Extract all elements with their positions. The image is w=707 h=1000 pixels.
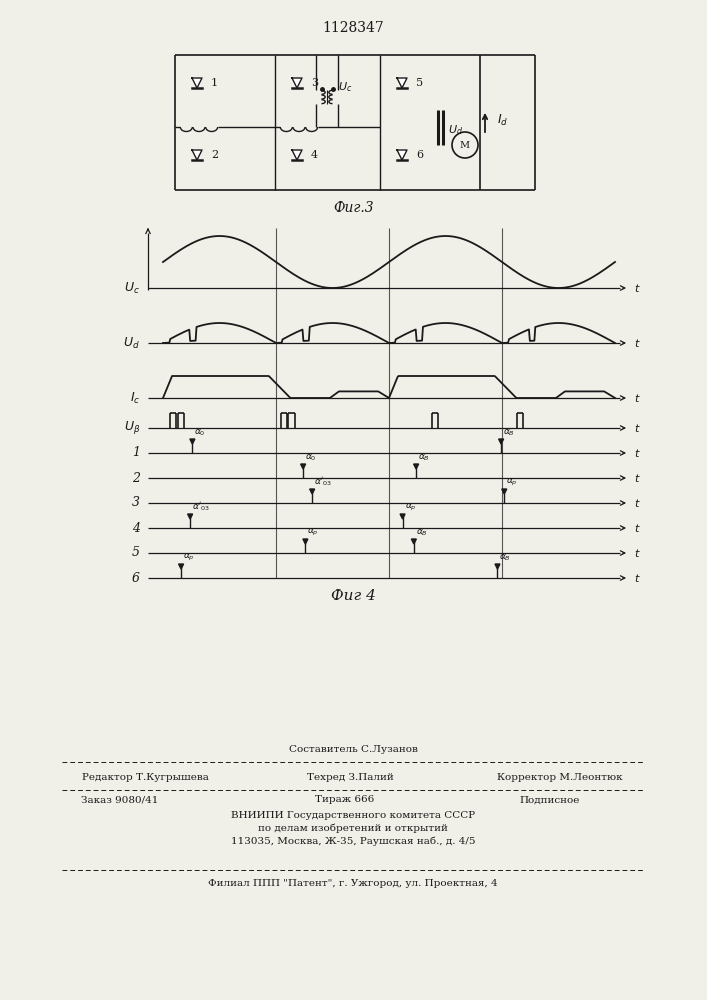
Text: 2: 2 [211,150,218,160]
Polygon shape [502,489,507,494]
Text: Корректор М.Леонтюк: Корректор М.Леонтюк [497,772,623,782]
Text: 3: 3 [311,78,318,88]
Text: 6: 6 [132,572,140,584]
Text: Техред З.Палий: Техред З.Палий [307,772,393,782]
Text: Заказ 9080/41: Заказ 9080/41 [81,796,158,804]
Text: 6: 6 [416,150,423,160]
Text: 1: 1 [132,446,140,460]
Polygon shape [292,150,302,160]
Polygon shape [192,78,202,88]
Text: $t$: $t$ [633,422,641,434]
Polygon shape [303,539,308,544]
Text: 5: 5 [132,546,140,560]
Text: $U_c$: $U_c$ [338,80,352,94]
Text: $t$: $t$ [633,337,641,349]
Text: $\alpha_0$: $\alpha_0$ [194,428,206,438]
Polygon shape [179,564,184,569]
Text: по делам изобретений и открытий: по делам изобретений и открытий [258,823,448,833]
Text: Составитель С.Лузанов: Составитель С.Лузанов [288,744,417,754]
Text: $\alpha'_{03}$: $\alpha'_{03}$ [192,500,210,513]
Text: $U_c$: $U_c$ [124,280,140,296]
Text: 3: 3 [132,496,140,510]
Text: $\alpha'_{03}$: $\alpha'_{03}$ [314,476,332,488]
Text: 2: 2 [132,472,140,485]
Text: Подписное: Подписное [520,796,580,804]
Polygon shape [192,150,202,160]
Polygon shape [310,489,315,494]
Text: Редактор Т.Кугрышева: Редактор Т.Кугрышева [81,772,209,782]
Text: $\alpha_p$: $\alpha_p$ [506,477,518,488]
Text: $t$: $t$ [633,447,641,459]
Text: M: M [460,140,470,149]
Polygon shape [411,539,416,544]
Polygon shape [187,514,192,519]
Text: $U_d$: $U_d$ [448,123,464,137]
Text: $t$: $t$ [633,282,641,294]
Text: 113035, Москва, Ж-35, Раушская наб., д. 4/5: 113035, Москва, Ж-35, Раушская наб., д. … [230,836,475,846]
Text: $\alpha_0$: $\alpha_0$ [305,452,317,463]
Text: 5: 5 [416,78,423,88]
Text: $t$: $t$ [633,472,641,484]
Text: 1: 1 [211,78,218,88]
Text: ВНИИПИ Государственного комитета СССР: ВНИИПИ Государственного комитета СССР [231,810,475,820]
Polygon shape [292,78,302,88]
Text: $I_c$: $I_c$ [129,390,140,406]
Text: Тираж 666: Тираж 666 [315,796,375,804]
Text: $U_{\beta}$: $U_{\beta}$ [124,420,140,436]
Text: $\alpha_p$: $\alpha_p$ [404,502,416,513]
Text: $t$: $t$ [633,572,641,584]
Text: Фиг.3: Фиг.3 [334,201,374,215]
Text: $\alpha_B$: $\alpha_B$ [418,452,430,463]
Text: $t$: $t$ [633,392,641,404]
Text: Фиг 4: Фиг 4 [331,589,375,603]
Text: $I_d$: $I_d$ [497,112,508,128]
Text: $t$: $t$ [633,522,641,534]
Text: $\alpha_B$: $\alpha_B$ [503,428,515,438]
Text: $t$: $t$ [633,547,641,559]
Text: $t$: $t$ [633,497,641,509]
Text: 1128347: 1128347 [322,21,384,35]
Polygon shape [498,439,503,444]
Polygon shape [190,439,195,444]
Text: Филиал ППП "Патент", г. Ужгород, ул. Проектная, 4: Филиал ППП "Патент", г. Ужгород, ул. Про… [208,880,498,888]
Text: $U_d$: $U_d$ [123,335,140,351]
Polygon shape [300,464,305,469]
Text: 4: 4 [311,150,318,160]
Text: 4: 4 [132,522,140,534]
Polygon shape [400,514,405,519]
Text: $\alpha_p$: $\alpha_p$ [308,527,319,538]
Text: $\alpha_B$: $\alpha_B$ [416,528,428,538]
Polygon shape [397,150,407,160]
Polygon shape [495,564,500,569]
Polygon shape [397,78,407,88]
Text: $\alpha_p$: $\alpha_p$ [183,552,194,563]
Polygon shape [414,464,419,469]
Text: $\alpha_B$: $\alpha_B$ [499,552,511,563]
